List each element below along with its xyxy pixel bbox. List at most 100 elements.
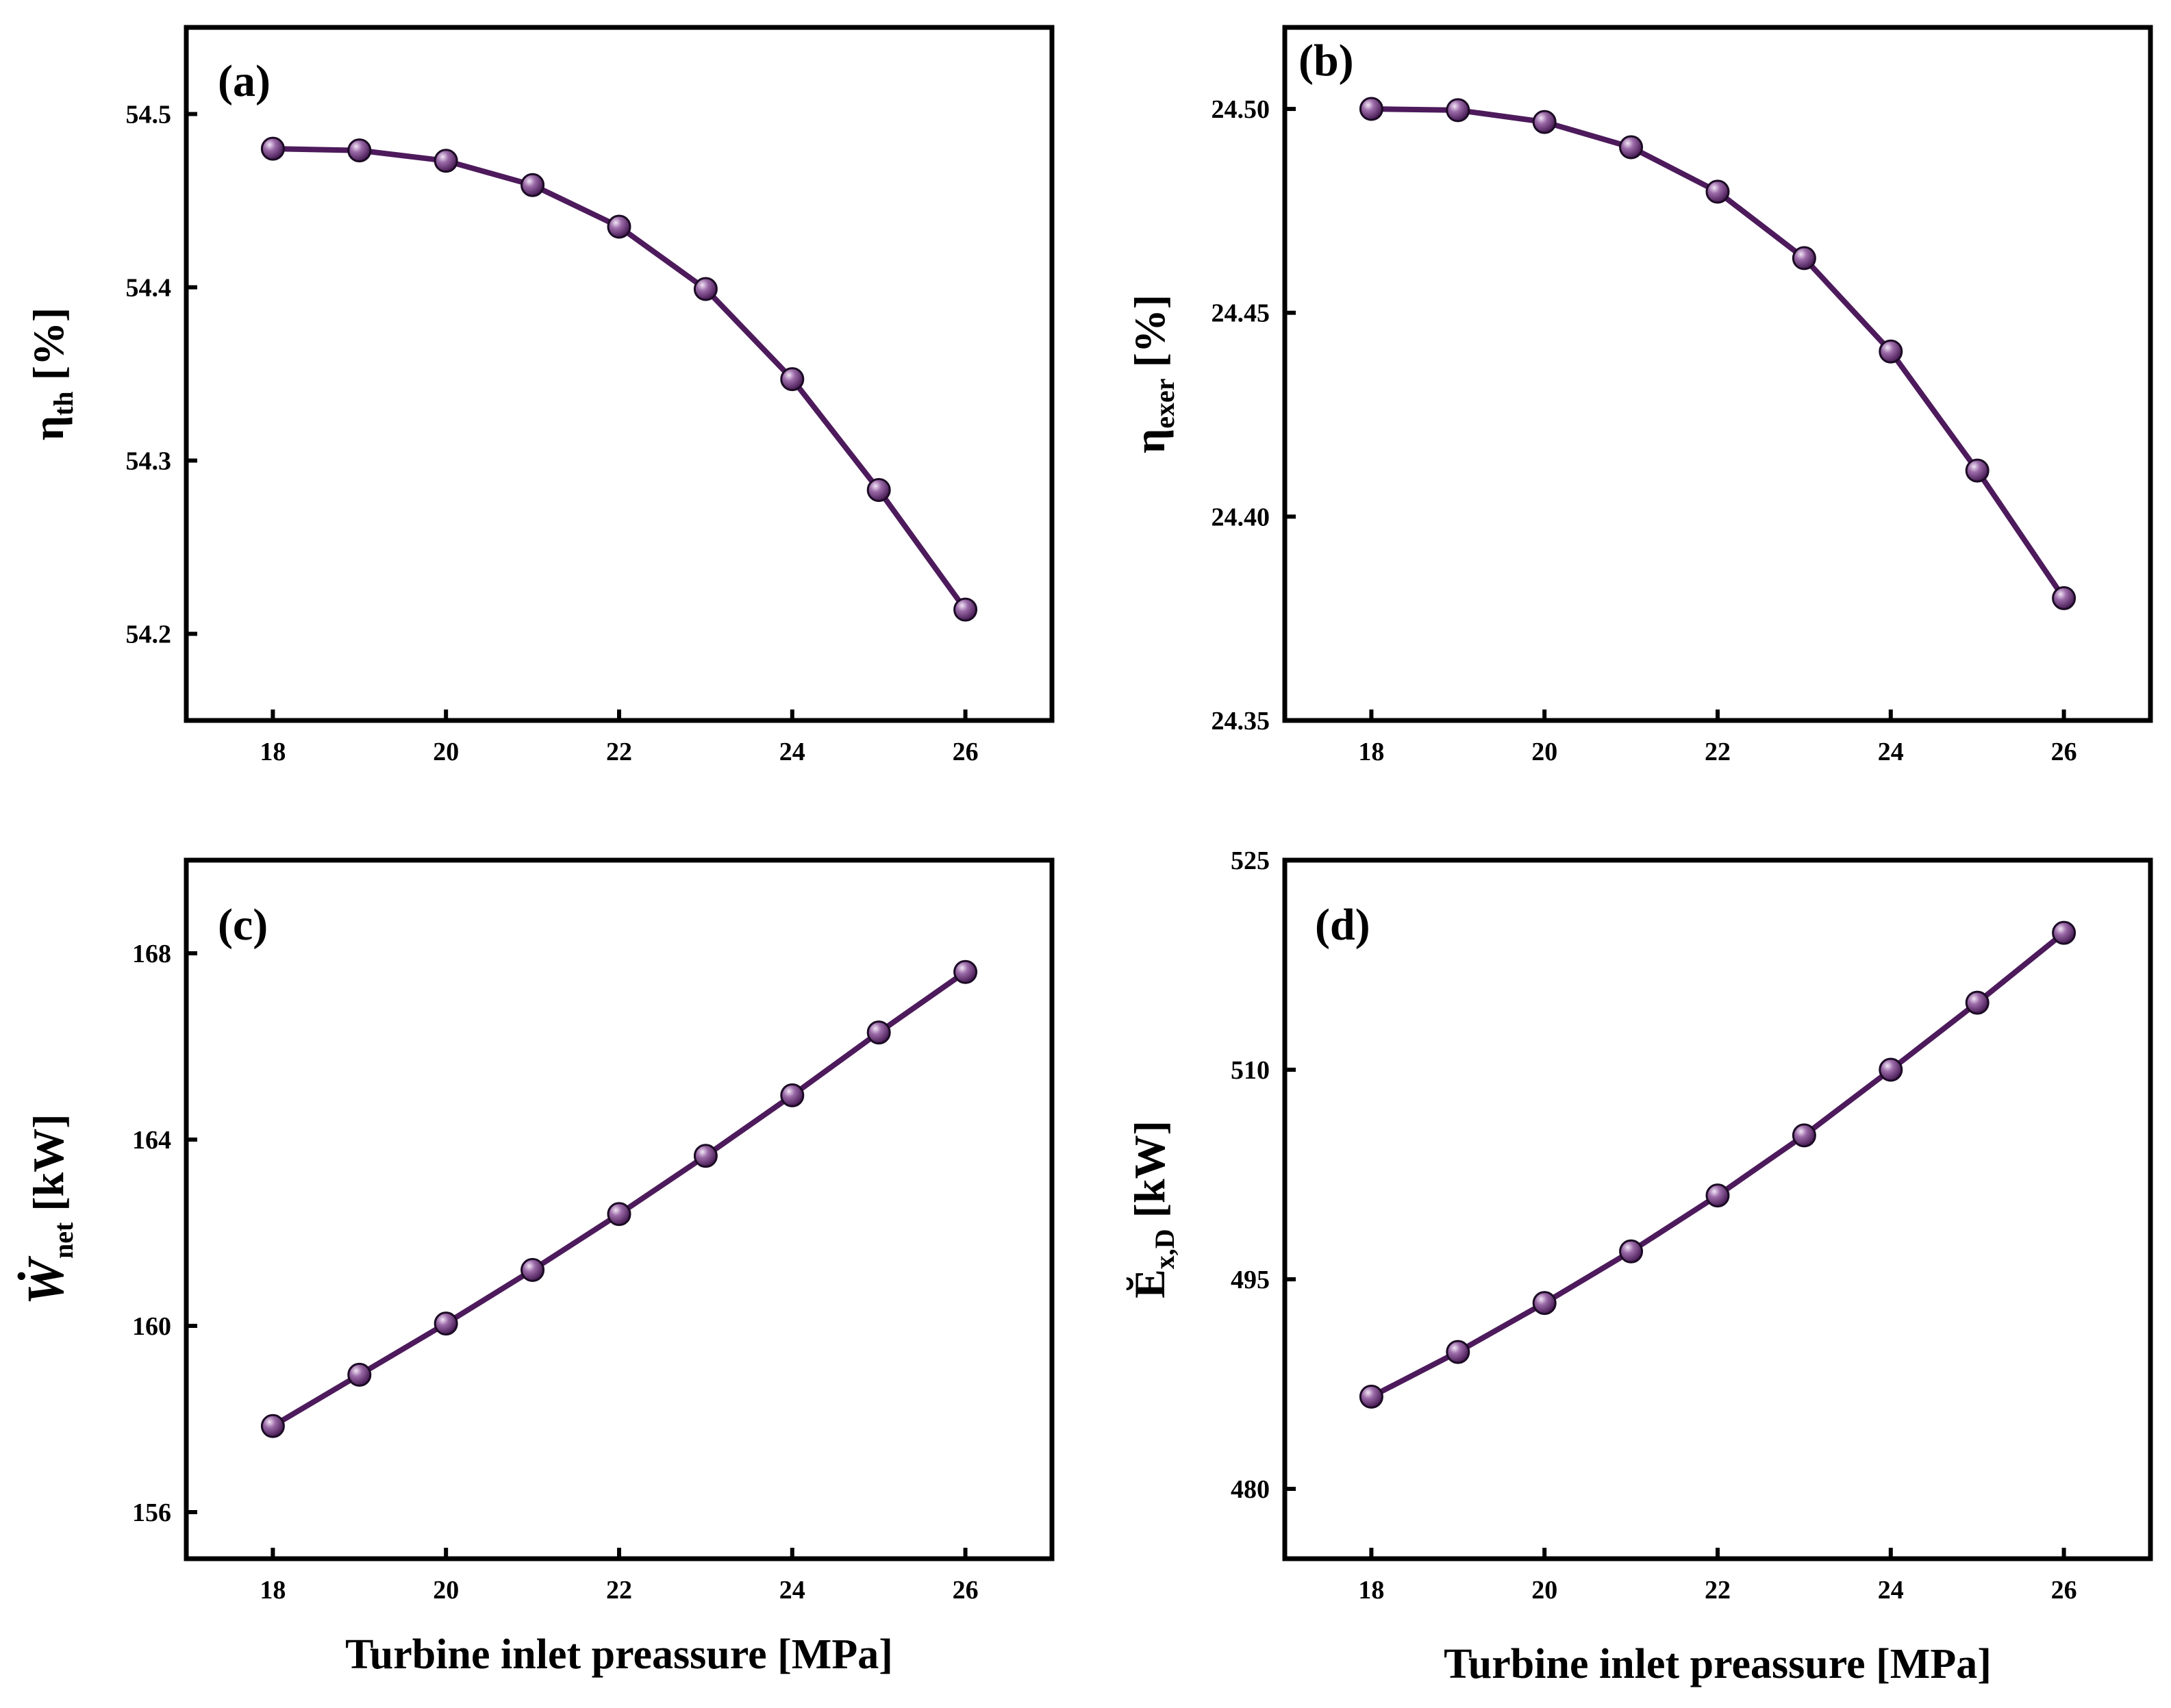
panel-d: 18 20 22 24 26 480 495 510 525 (d) Ĕx,D … [1125,846,2153,1687]
data-point [1792,1123,1816,1148]
x-tick-label: 20 [1531,738,1557,766]
data-point [1619,135,1644,160]
y-tick-label: 525 [1231,846,1270,875]
data-point [1965,990,1990,1015]
ylabel-symbol: Ĕ [1125,1269,1174,1298]
panel-tag: (c) [218,900,268,950]
x-tick-label: 20 [1531,1576,1557,1605]
x-tick-labels: 18 20 22 24 26 [260,738,978,766]
data-point [347,1362,372,1387]
ylabel-subscript: exer [1149,379,1180,429]
data-point [347,138,372,163]
panel-tag: (d) [1315,900,1370,950]
y-tick-label: 54.5 [126,101,172,129]
data-point [520,1257,545,1282]
ylabel-unit: [%] [1125,294,1174,379]
data-point [866,1020,891,1045]
y-tick-labels: 156 160 164 168 [132,940,171,1527]
x-tick-label: 24 [1878,1576,1904,1605]
x-tick-label: 22 [606,738,632,766]
x-tick-label: 20 [433,1576,459,1605]
y-axis-label: ηth [%] [24,307,79,441]
data-point [1792,246,1816,271]
ylabel-symbol: η [24,416,73,440]
plot-frame [184,25,1055,723]
data-point [953,959,978,984]
x-tick-labels: 18 20 22 24 26 [260,1576,978,1605]
data-point [1359,1384,1383,1409]
series-line [270,969,968,1429]
data-point [260,136,285,161]
series-markers [1359,97,2076,610]
y-tick-label: 24.50 [1212,95,1270,124]
x-tick-label: 26 [2051,1576,2077,1605]
x-tick-label: 18 [1358,1576,1384,1605]
y-tick-label: 495 [1231,1266,1270,1294]
series-line [1368,930,2067,1400]
panel-b: 18 20 22 24 26 24.35 24.40 24.45 24.50 (… [1125,25,2153,766]
data-point [434,1311,458,1336]
x-axis-label: Turbine inlet preassure [MPa] [345,1631,893,1678]
data-point [607,214,631,239]
x-tick-label: 22 [606,1576,632,1605]
x-tick-label: 18 [1358,738,1384,766]
data-point [520,173,545,197]
y-tick-label: 168 [132,940,171,968]
x-tick-label: 22 [1705,738,1731,766]
x-tick-labels: 18 20 22 24 26 [1358,738,2076,766]
ylabel-subscript: th [48,391,79,416]
axis-ticks [186,951,968,1559]
data-point [1532,1291,1557,1316]
ylabel-unit: [kW] [24,1114,73,1222]
ylabel-symbol: Ẇ [17,1255,75,1305]
y-axis-label: Ĕx,D [kW] [1125,1120,1180,1298]
y-tick-label: 164 [132,1126,171,1155]
x-tick-label: 22 [1705,1576,1731,1605]
data-point [434,149,458,173]
y-tick-label: 24.45 [1212,299,1270,328]
data-point [1705,1183,1730,1208]
x-tick-label: 26 [953,738,979,766]
y-tick-label: 24.40 [1212,503,1270,531]
y-tick-labels: 54.2 54.3 54.4 54.5 [126,101,172,649]
data-point [1446,1340,1470,1364]
ylabel-unit: [kW] [1125,1120,1174,1229]
axis-ticks [1285,107,2066,723]
ylabel-subscript: x,D [1149,1229,1180,1269]
ylabel-unit: [%] [24,307,73,392]
y-tick-label: 24.35 [1212,707,1270,736]
panel-tag: (b) [1298,36,1354,86]
x-tick-label: 26 [953,1576,979,1605]
y-tick-label: 156 [132,1498,171,1527]
x-tick-label: 24 [779,738,805,766]
data-point [1879,1057,1903,1082]
data-point [1705,179,1730,204]
y-tick-label: 510 [1231,1056,1270,1085]
x-tick-label: 26 [2051,738,2077,766]
y-tick-label: 160 [132,1312,171,1341]
y-axis-label: ηexer [%] [1125,294,1180,453]
x-tick-label: 20 [433,738,459,766]
data-point [607,1202,631,1227]
y-tick-label: 54.3 [126,447,172,476]
x-tick-label: 24 [1878,738,1904,766]
data-point [1879,339,1903,364]
data-point [1965,458,1990,483]
y-tick-labels: 480 495 510 525 [1231,846,1270,1504]
x-tick-label: 18 [260,1576,286,1605]
series-markers [260,959,978,1438]
y-tick-labels: 24.35 24.40 24.45 24.50 [1212,95,1270,736]
data-point [1532,110,1557,134]
x-axis-label: Turbine inlet preassure [MPa] [1444,1641,1992,1687]
ylabel-subscript: net [48,1222,79,1259]
panel-a: 18 20 22 24 26 54.2 54.3 54.4 54.5 (a) η… [24,25,1055,766]
y-tick-label: 54.4 [126,274,172,303]
series-markers [1359,920,2076,1409]
plot-frame [1282,25,2153,723]
data-point [866,478,891,503]
data-point [1446,98,1470,123]
x-tick-label: 18 [260,738,286,766]
data-point [2052,586,2076,610]
data-point [693,277,718,301]
